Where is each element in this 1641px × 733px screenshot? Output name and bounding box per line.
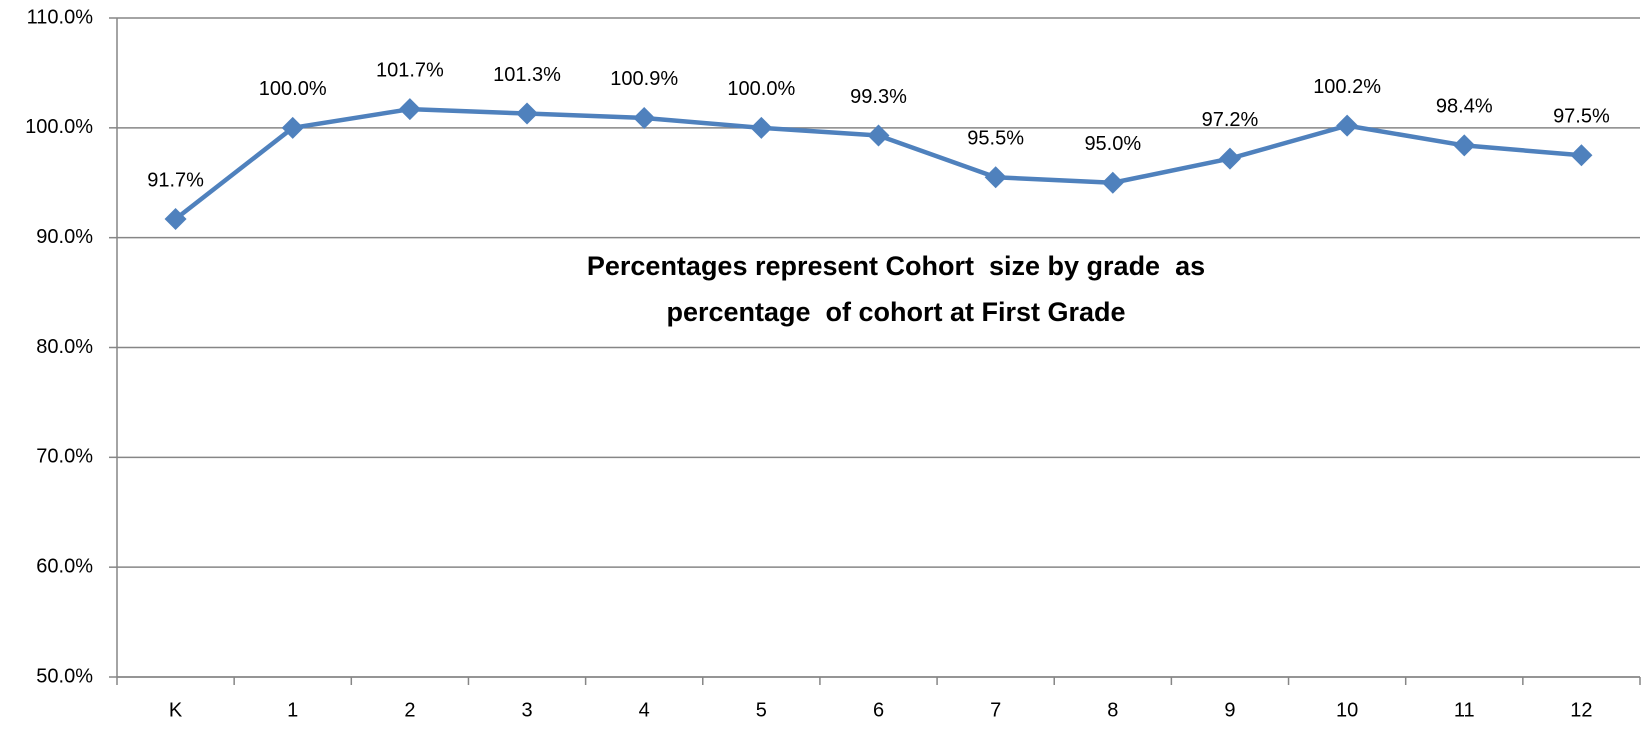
data-label: 100.0% [259, 78, 327, 100]
x-tick-label: 9 [1224, 699, 1235, 721]
data-label: 97.2% [1202, 109, 1259, 131]
x-tick-label: 5 [756, 699, 767, 721]
x-tick-label: 1 [287, 699, 298, 721]
x-tick-label: 8 [1107, 699, 1118, 721]
x-tick-label: 6 [873, 699, 884, 721]
x-tick-label: 3 [521, 699, 532, 721]
data-label: 100.0% [727, 78, 795, 100]
x-tick-label: K [169, 699, 183, 721]
x-tick-label: 11 [1454, 699, 1475, 721]
y-tick-label: 70.0% [36, 446, 93, 468]
marker [398, 98, 421, 121]
y-tick-label: 80.0% [36, 336, 93, 358]
x-tick-label: 12 [1570, 699, 1592, 721]
marker [516, 102, 539, 125]
marker [1336, 114, 1359, 137]
data-label: 100.2% [1313, 76, 1381, 98]
y-tick-label: 110.0% [27, 6, 94, 28]
y-tick-label: 100.0% [25, 116, 93, 138]
data-label: 101.7% [376, 59, 444, 81]
marker [281, 116, 304, 139]
y-tick-label: 60.0% [36, 555, 93, 577]
data-label: 101.3% [493, 64, 561, 86]
x-tick-label: 10 [1336, 699, 1358, 721]
y-tick-label: 90.0% [36, 226, 93, 248]
annotation: Percentages represent Cohort size by gra… [587, 251, 1205, 281]
data-label: 99.3% [850, 86, 907, 108]
annotation: percentage of cohort at First Grade [666, 297, 1125, 327]
data-label: 91.7% [147, 169, 204, 191]
marker [1101, 171, 1124, 194]
marker [1218, 147, 1241, 170]
data-label: 97.5% [1553, 106, 1610, 128]
data-label: 100.9% [610, 68, 678, 90]
x-tick-label: 2 [404, 699, 415, 721]
marker [164, 207, 187, 230]
y-tick-label: 50.0% [36, 665, 93, 687]
marker [867, 124, 890, 147]
marker [1453, 134, 1476, 157]
data-label: 98.4% [1436, 96, 1493, 118]
x-tick-label: 4 [639, 699, 650, 721]
data-label: 95.0% [1084, 133, 1141, 155]
marker [984, 166, 1007, 189]
marker [1570, 144, 1593, 167]
marker [750, 116, 773, 139]
data-label: 95.5% [967, 128, 1024, 150]
x-tick-label: 7 [990, 699, 1001, 721]
marker [633, 106, 656, 129]
